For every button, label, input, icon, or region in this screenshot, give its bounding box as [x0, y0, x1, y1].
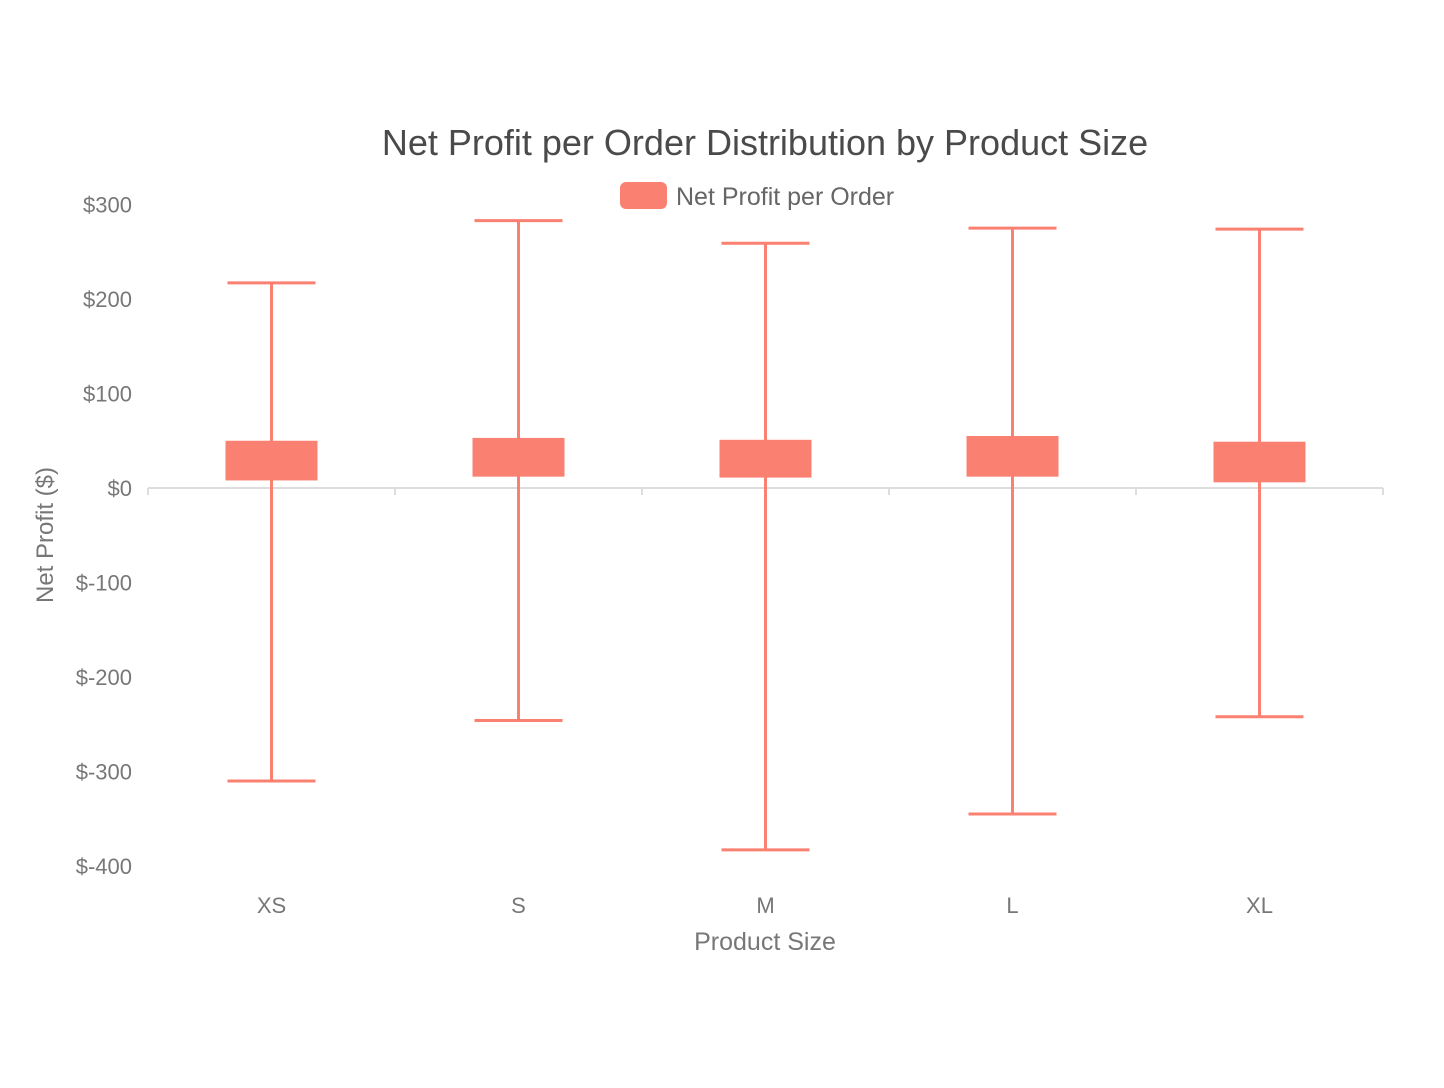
box-xl[interactable]: [1213, 227, 1306, 719]
x-tick-label: S: [511, 893, 526, 918]
x-axis-ticks: XS S M L XL: [257, 893, 1273, 918]
x-tick-label: M: [756, 893, 774, 918]
box-xs[interactable]: [225, 281, 318, 783]
y-tick-label: $0: [108, 476, 132, 501]
y-axis-ticks: $300 $200 $100 $0 $-100 $-200 $-300 $-400: [76, 193, 132, 880]
box-series: [225, 219, 1306, 852]
y-tick-label: $200: [83, 287, 132, 312]
y-tick-label: $-400: [76, 854, 132, 879]
box-iqr: [1213, 441, 1306, 483]
box-s[interactable]: [472, 219, 565, 722]
legend-swatch: [620, 182, 667, 209]
box-iqr: [966, 436, 1059, 477]
y-tick-label: $-300: [76, 760, 132, 785]
x-tick-label: L: [1006, 893, 1018, 918]
box-l[interactable]: [966, 226, 1059, 816]
box-m[interactable]: [719, 241, 812, 852]
box-iqr: [719, 439, 812, 478]
box-iqr: [225, 440, 318, 481]
y-tick-label: $100: [83, 382, 132, 407]
legend-label: Net Profit per Order: [676, 183, 894, 211]
x-axis-title: Product Size: [694, 928, 836, 956]
y-tick-label: $300: [83, 193, 132, 218]
legend[interactable]: Net Profit per Order: [620, 182, 894, 211]
x-tick-label: XL: [1246, 893, 1273, 918]
y-axis-title: Net Profit ($): [32, 467, 59, 603]
y-tick-label: $-200: [76, 665, 132, 690]
x-tick-label: XS: [257, 893, 286, 918]
box-iqr: [472, 437, 565, 477]
chart-title: Net Profit per Order Distribution by Pro…: [382, 122, 1148, 163]
y-tick-label: $-100: [76, 571, 132, 596]
